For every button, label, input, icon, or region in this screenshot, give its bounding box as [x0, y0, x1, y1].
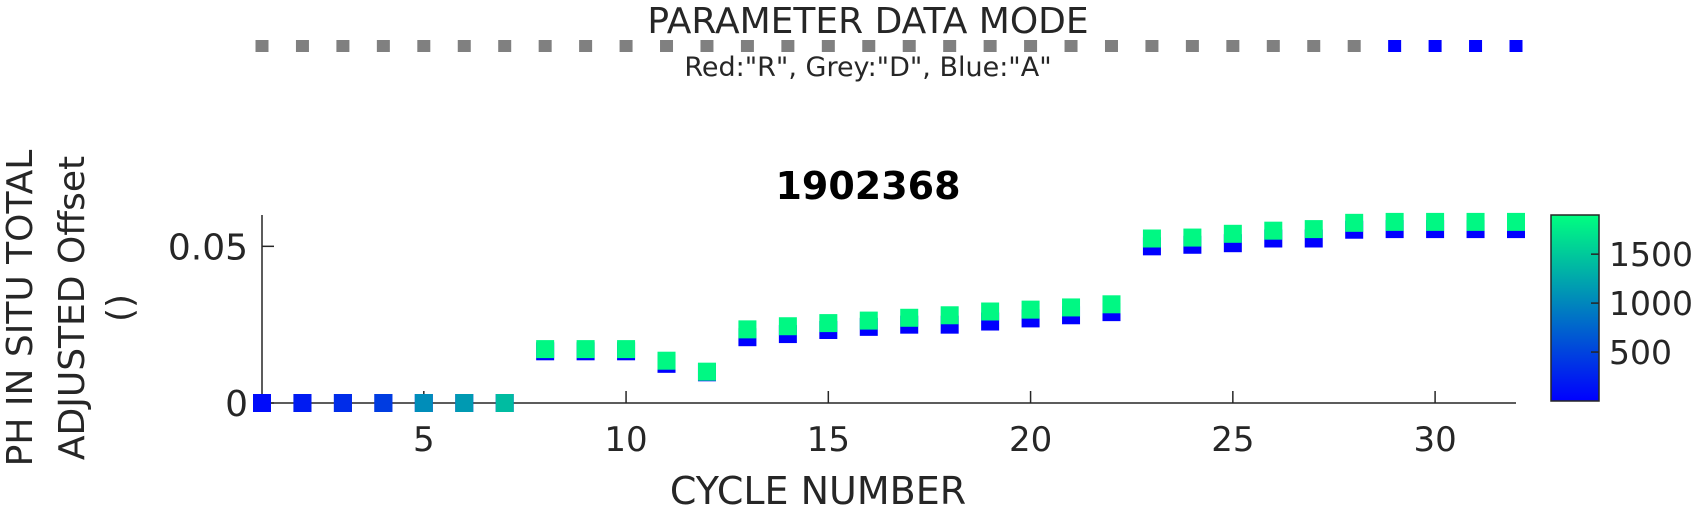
data-point [819, 314, 838, 333]
data-point [1142, 229, 1161, 248]
data-point [1304, 220, 1323, 239]
mode-marker [1428, 40, 1442, 52]
data-point [1062, 298, 1081, 317]
y-tick-label: 0 [225, 384, 248, 425]
colorbar-ticks: 500 1000 1500 [1591, 235, 1693, 372]
y-axis-label-line-2: ADJUSTED Offset [52, 156, 93, 460]
mode-marker [1145, 40, 1159, 52]
x-tick-label: 25 [1211, 420, 1254, 460]
mode-marker [1509, 40, 1523, 52]
mode-markers [255, 40, 1523, 52]
data-point [1466, 212, 1485, 231]
chart-title: 1902368 [775, 164, 960, 208]
mode-marker [336, 40, 350, 52]
data-point [1426, 212, 1445, 231]
mode-marker [1185, 40, 1199, 52]
mode-marker [498, 40, 512, 52]
mode-marker [983, 40, 997, 52]
data-point [657, 351, 676, 370]
y-axis-label-line-3: () [100, 294, 141, 322]
plot-axes: 5 10 15 20 25 30 0 0.05 [168, 215, 1516, 460]
mode-marker [1388, 40, 1402, 52]
mode-marker [457, 40, 471, 52]
data-point [536, 340, 555, 359]
y-axis-label: PH IN SITU TOTAL ADJUSTED Offset () [0, 150, 141, 467]
data-point [293, 394, 312, 412]
mode-marker [943, 40, 957, 52]
data-point [1345, 213, 1364, 232]
y-axis-label-line-1: PH IN SITU TOTAL [0, 150, 41, 467]
mode-marker [700, 40, 714, 52]
mode-marker [538, 40, 552, 52]
data-point [738, 320, 757, 339]
data-point [1223, 224, 1242, 243]
data-point [1102, 295, 1121, 314]
data-point [617, 340, 636, 359]
data-point [455, 394, 474, 412]
mode-marker [255, 40, 269, 52]
mode-marker [1307, 40, 1321, 52]
x-tick-label: 30 [1413, 420, 1456, 460]
data-point [1183, 228, 1202, 247]
mode-marker [417, 40, 431, 52]
data-point [1385, 212, 1404, 231]
colorbar-tick-label: 1500 [1609, 235, 1693, 274]
mode-marker [821, 40, 835, 52]
data-point [940, 306, 959, 325]
data-point [1021, 300, 1040, 319]
colorbar [1550, 214, 1600, 402]
mode-marker [862, 40, 876, 52]
data-point [859, 311, 878, 330]
mode-marker [1104, 40, 1118, 52]
mode-marker [619, 40, 633, 52]
data-point [576, 340, 595, 359]
data-point [778, 317, 797, 336]
mode-marker [376, 40, 390, 52]
x-tick-label: 15 [807, 420, 850, 460]
x-tick-label: 20 [1009, 420, 1052, 460]
mode-marker [1064, 40, 1078, 52]
data-point [1264, 221, 1283, 240]
mode-marker [579, 40, 593, 52]
data-point [495, 394, 514, 412]
data-point [414, 394, 433, 412]
mode-marker [660, 40, 674, 52]
x-axis-label: CYCLE NUMBER [670, 469, 966, 511]
mode-marker [902, 40, 916, 52]
data-point [374, 394, 393, 412]
mode-marker [740, 40, 754, 52]
colorbar-tick-label: 1000 [1609, 284, 1693, 323]
data-point [900, 308, 919, 327]
mode-panel-legend: Red:"R", Grey:"D", Blue:"A" [684, 52, 1051, 83]
mode-panel-title: PARAMETER DATA MODE [647, 1, 1088, 42]
data-point [697, 362, 716, 381]
x-tick-label: 5 [413, 420, 435, 460]
data-point [1507, 212, 1525, 231]
mode-marker [1469, 40, 1483, 52]
data-point [253, 394, 271, 412]
mode-marker [1024, 40, 1038, 52]
mode-marker [781, 40, 795, 52]
data-points [253, 212, 1525, 412]
x-tick-label: 10 [604, 420, 647, 460]
data-point [981, 302, 1000, 321]
data-point [333, 394, 352, 412]
mode-marker [1347, 40, 1361, 52]
mode-marker [1266, 40, 1280, 52]
mode-marker [1226, 40, 1240, 52]
colorbar-tick-label: 500 [1609, 333, 1672, 372]
mode-marker [295, 40, 309, 52]
y-tick-label: 0.05 [168, 227, 248, 268]
